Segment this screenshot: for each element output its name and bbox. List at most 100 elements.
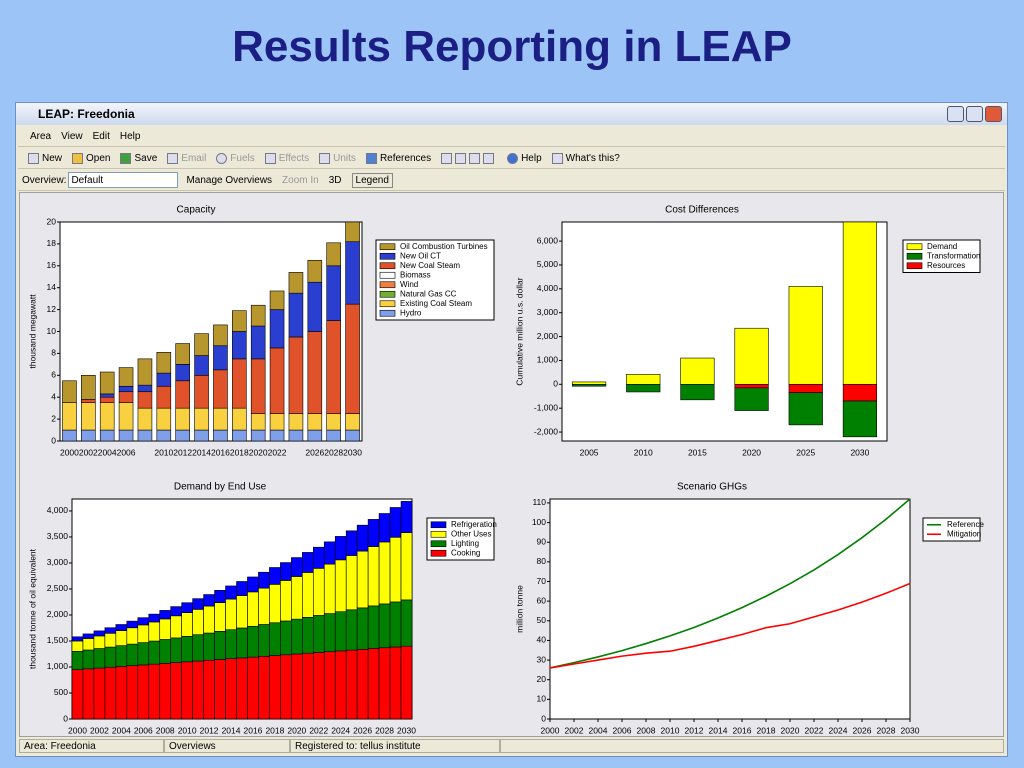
overview-bar: Overview: Default Manage Overviews Zoom … bbox=[18, 170, 1005, 191]
bar-segment bbox=[334, 559, 347, 613]
bar-segment bbox=[400, 645, 413, 720]
legend-swatch bbox=[379, 309, 396, 317]
bar-segment bbox=[213, 429, 228, 442]
tool-button[interactable]: Effects bbox=[264, 152, 309, 164]
y-tick-label: 8 bbox=[51, 348, 56, 358]
tool-button[interactable]: Save bbox=[120, 152, 157, 164]
x-tick-label: 2025 bbox=[796, 447, 815, 457]
y-tick-label: 30 bbox=[537, 654, 547, 664]
overview-label: Overview: bbox=[22, 174, 67, 186]
overview-select[interactable]: Default bbox=[68, 172, 179, 188]
bar-segment bbox=[250, 413, 266, 431]
bar-segment bbox=[571, 381, 607, 385]
bar-segment bbox=[269, 655, 281, 720]
legend-box bbox=[922, 517, 981, 542]
y-tick-label: 0 bbox=[51, 435, 56, 445]
bar-segment bbox=[291, 576, 303, 620]
bar-segment bbox=[288, 292, 304, 338]
tool-button[interactable]: Email bbox=[167, 152, 206, 164]
bar-segment bbox=[159, 639, 172, 664]
bar-segment bbox=[302, 617, 314, 654]
bar-segment bbox=[214, 631, 226, 660]
bar-segment bbox=[280, 562, 292, 581]
bar-segment bbox=[378, 603, 391, 649]
menu-item[interactable]: View bbox=[61, 131, 83, 142]
menu-item[interactable]: Edit bbox=[92, 131, 110, 142]
x-tick-label: 2028 bbox=[375, 725, 394, 735]
menu-item[interactable]: Help bbox=[119, 131, 141, 142]
tool-label: Help bbox=[521, 152, 542, 164]
bar-segment bbox=[389, 507, 402, 538]
y-tick-label: 10 bbox=[537, 694, 547, 704]
bar-segment bbox=[291, 653, 303, 720]
y-axis-label: million tonne bbox=[514, 585, 524, 633]
bar-segment bbox=[269, 584, 281, 624]
legend-swatch bbox=[906, 262, 923, 270]
bar-segment bbox=[236, 627, 248, 659]
bar-segment bbox=[148, 640, 161, 665]
bar-segment bbox=[356, 649, 369, 720]
tool-button[interactable]: Units bbox=[319, 152, 356, 164]
y-tick-label: 60 bbox=[537, 595, 547, 605]
bar-segment bbox=[213, 369, 228, 409]
bar-segment bbox=[225, 585, 237, 600]
bar-segment bbox=[236, 595, 248, 629]
menu-item[interactable]: Area bbox=[30, 131, 52, 142]
bar-segment bbox=[115, 645, 128, 667]
x-tick-label: 2020 bbox=[781, 725, 800, 735]
bar-segment bbox=[62, 402, 77, 431]
legend-label: Refrigeration bbox=[451, 520, 497, 529]
bar-segment bbox=[137, 642, 150, 666]
bar-segment bbox=[181, 661, 193, 720]
tool-button[interactable]: Fuels bbox=[216, 152, 255, 164]
minimize[interactable] bbox=[947, 106, 964, 122]
bar-segment bbox=[307, 429, 323, 442]
bar-segment bbox=[323, 651, 336, 720]
bar-segment bbox=[288, 429, 304, 442]
status-field: Overviews bbox=[164, 739, 290, 753]
legend-label: Hydro bbox=[400, 308, 422, 317]
bar-segment bbox=[326, 265, 341, 321]
y-tick-label: 2 bbox=[51, 413, 56, 423]
legend-label: New Coal Steam bbox=[400, 261, 460, 270]
y-axis-label: Cumulative million u.s. dollar bbox=[514, 277, 524, 385]
tool-button[interactable]: What's this? bbox=[551, 152, 620, 164]
y-tick-label: 4,000 bbox=[47, 505, 69, 515]
close[interactable] bbox=[985, 106, 1002, 122]
y-tick-label: 2,000 bbox=[537, 331, 559, 341]
y-tick-label: 14 bbox=[47, 282, 57, 292]
bar-segment bbox=[378, 513, 391, 543]
bar-segment bbox=[99, 402, 115, 431]
bar-segment bbox=[203, 632, 215, 661]
tool-button[interactable]: Open bbox=[72, 152, 110, 164]
tool-label: References bbox=[379, 152, 432, 164]
bar-segment bbox=[280, 654, 292, 720]
bar-segment bbox=[81, 399, 96, 403]
bar-segment bbox=[232, 310, 247, 332]
bar-segment bbox=[326, 242, 341, 267]
overview-button[interactable]: Zoom In bbox=[282, 174, 319, 186]
bar-segment bbox=[326, 429, 341, 442]
bar-segment bbox=[194, 355, 209, 376]
tool-button[interactable]: References bbox=[365, 152, 432, 164]
bar-segment bbox=[137, 429, 153, 442]
bar-segment bbox=[345, 413, 360, 431]
bar-segment bbox=[175, 429, 190, 442]
overview-button[interactable]: Manage Overviews bbox=[186, 174, 273, 186]
bar-segment bbox=[250, 429, 266, 442]
bar-segment bbox=[93, 635, 106, 649]
bar-segment bbox=[788, 392, 823, 426]
maximize[interactable] bbox=[966, 106, 983, 122]
overview-button[interactable]: Legend bbox=[351, 172, 393, 188]
title-bar: LEAP: Freedonia bbox=[16, 103, 1007, 125]
legend-label: Natural Gas CC bbox=[400, 289, 457, 298]
x-tick-label: 2014 bbox=[192, 447, 211, 457]
bar-segment bbox=[99, 429, 115, 442]
tool-button[interactable]: New bbox=[28, 152, 62, 164]
y-tick-label: 2,000 bbox=[47, 609, 69, 619]
overview-button[interactable]: 3D bbox=[328, 174, 342, 186]
x-tick-label: 2010 bbox=[154, 447, 173, 457]
bar-segment bbox=[156, 429, 172, 442]
x-tick-label: 2028 bbox=[877, 725, 896, 735]
tool-button[interactable]: Help bbox=[507, 152, 542, 164]
